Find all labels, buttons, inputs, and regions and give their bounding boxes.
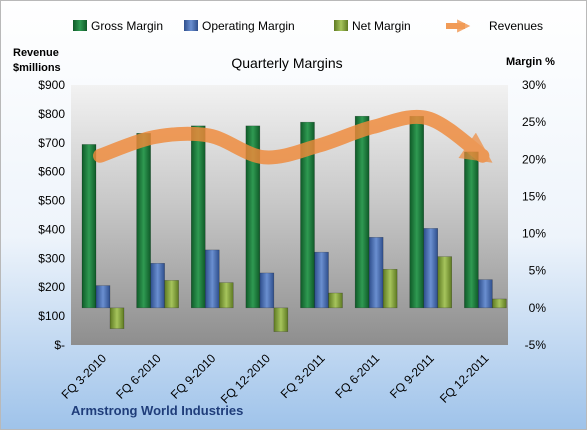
left-tick-label: $900	[38, 78, 65, 92]
legend: Gross Margin Operating Margin Net Margin…	[73, 19, 543, 33]
revenue-line	[93, 109, 493, 165]
x-tick-label: FQ 6-2010	[113, 351, 164, 402]
x-tick-label: FQ 9-2011	[387, 351, 437, 401]
right-tick-label: 5%	[529, 264, 547, 278]
gross-margin-bar	[136, 133, 151, 309]
operating-margin-bar	[314, 251, 329, 309]
right-axis-title: Margin %	[506, 56, 555, 68]
net-margin-bar	[273, 307, 289, 332]
gross-margin-bar	[300, 121, 315, 309]
legend-label-operating-margin: Operating Margin	[202, 19, 295, 33]
x-tick-label: FQ 6-2011	[332, 351, 382, 401]
legend-label-gross-margin: Gross Margin	[91, 19, 163, 33]
legend-label-net-margin: Net Margin	[352, 19, 411, 33]
gross-margin-bar	[464, 151, 479, 309]
legend-swatch-operating-margin	[184, 20, 198, 31]
right-tick-label: 25%	[522, 115, 546, 129]
x-tick-label: FQ 12-2011	[437, 351, 492, 406]
left-tick-label: $700	[38, 136, 65, 150]
left-tick-label: $400	[38, 222, 65, 236]
legend-label-revenues: Revenues	[489, 19, 543, 33]
company-name: Armstrong World Industries	[71, 403, 243, 418]
right-tick-label: 10%	[522, 227, 546, 241]
gross-margin-bar	[409, 115, 424, 309]
gross-margin-bar	[354, 115, 370, 309]
operating-margin-bar	[150, 263, 165, 309]
left-tick-label: $600	[38, 165, 65, 179]
left-tick-label: $-	[54, 338, 65, 352]
bars	[81, 115, 507, 332]
gross-margin-bar	[245, 125, 261, 309]
net-margin-bar	[492, 298, 507, 309]
net-margin-bar	[382, 268, 398, 309]
left-tick-label: $500	[38, 194, 65, 208]
left-tick-label: $800	[38, 107, 65, 121]
operating-margin-bar	[205, 249, 220, 309]
net-margin-bar	[437, 256, 452, 309]
right-tick-label: -5%	[525, 338, 547, 352]
right-tick-label: 15%	[522, 189, 546, 203]
left-axis-title-line2: $millions	[13, 62, 61, 74]
left-tick-label: $100	[38, 309, 65, 323]
right-tick-label: 0%	[529, 301, 547, 315]
gross-margin-bar	[191, 125, 206, 309]
x-tick-label: FQ 3-2010	[59, 351, 110, 402]
operating-margin-bar	[368, 237, 384, 309]
net-margin-bar	[219, 282, 234, 309]
operating-margin-bar	[423, 228, 438, 309]
x-tick-label: FQ 12-2010	[218, 351, 273, 406]
operating-margin-bar	[259, 272, 275, 309]
operating-margin-bar	[95, 285, 111, 309]
x-axis: FQ 3-2010 FQ 6-2010 FQ 9-2010 FQ 12-2010 FQ …	[59, 351, 492, 406]
x-tick-label: FQ 9-2010	[168, 351, 219, 402]
left-tick-label: $200	[38, 280, 65, 294]
legend-swatch-gross-margin	[73, 20, 87, 31]
left-axis: $- $100 $200 $300 $400 $500 $600 $700 $800 $900	[38, 78, 65, 352]
net-margin-bar	[109, 307, 125, 329]
chart-title: Quarterly Margins	[231, 55, 342, 71]
left-axis-title-line1: Revenue	[13, 47, 59, 59]
legend-swatch-net-margin	[334, 20, 348, 31]
right-tick-label: 20%	[522, 152, 546, 166]
operating-margin-bar	[478, 279, 493, 309]
right-axis: -5% 0% 5% 10% 15% 20% 25% 30%	[522, 78, 546, 352]
net-margin-bar	[328, 292, 343, 309]
gross-margin-bar	[81, 144, 97, 309]
net-margin-bar	[164, 280, 179, 309]
right-tick-label: 30%	[522, 78, 546, 92]
x-tick-label: FQ 3-2011	[278, 351, 328, 401]
left-tick-label: $300	[38, 251, 65, 265]
revenue-line-layer	[93, 109, 493, 165]
